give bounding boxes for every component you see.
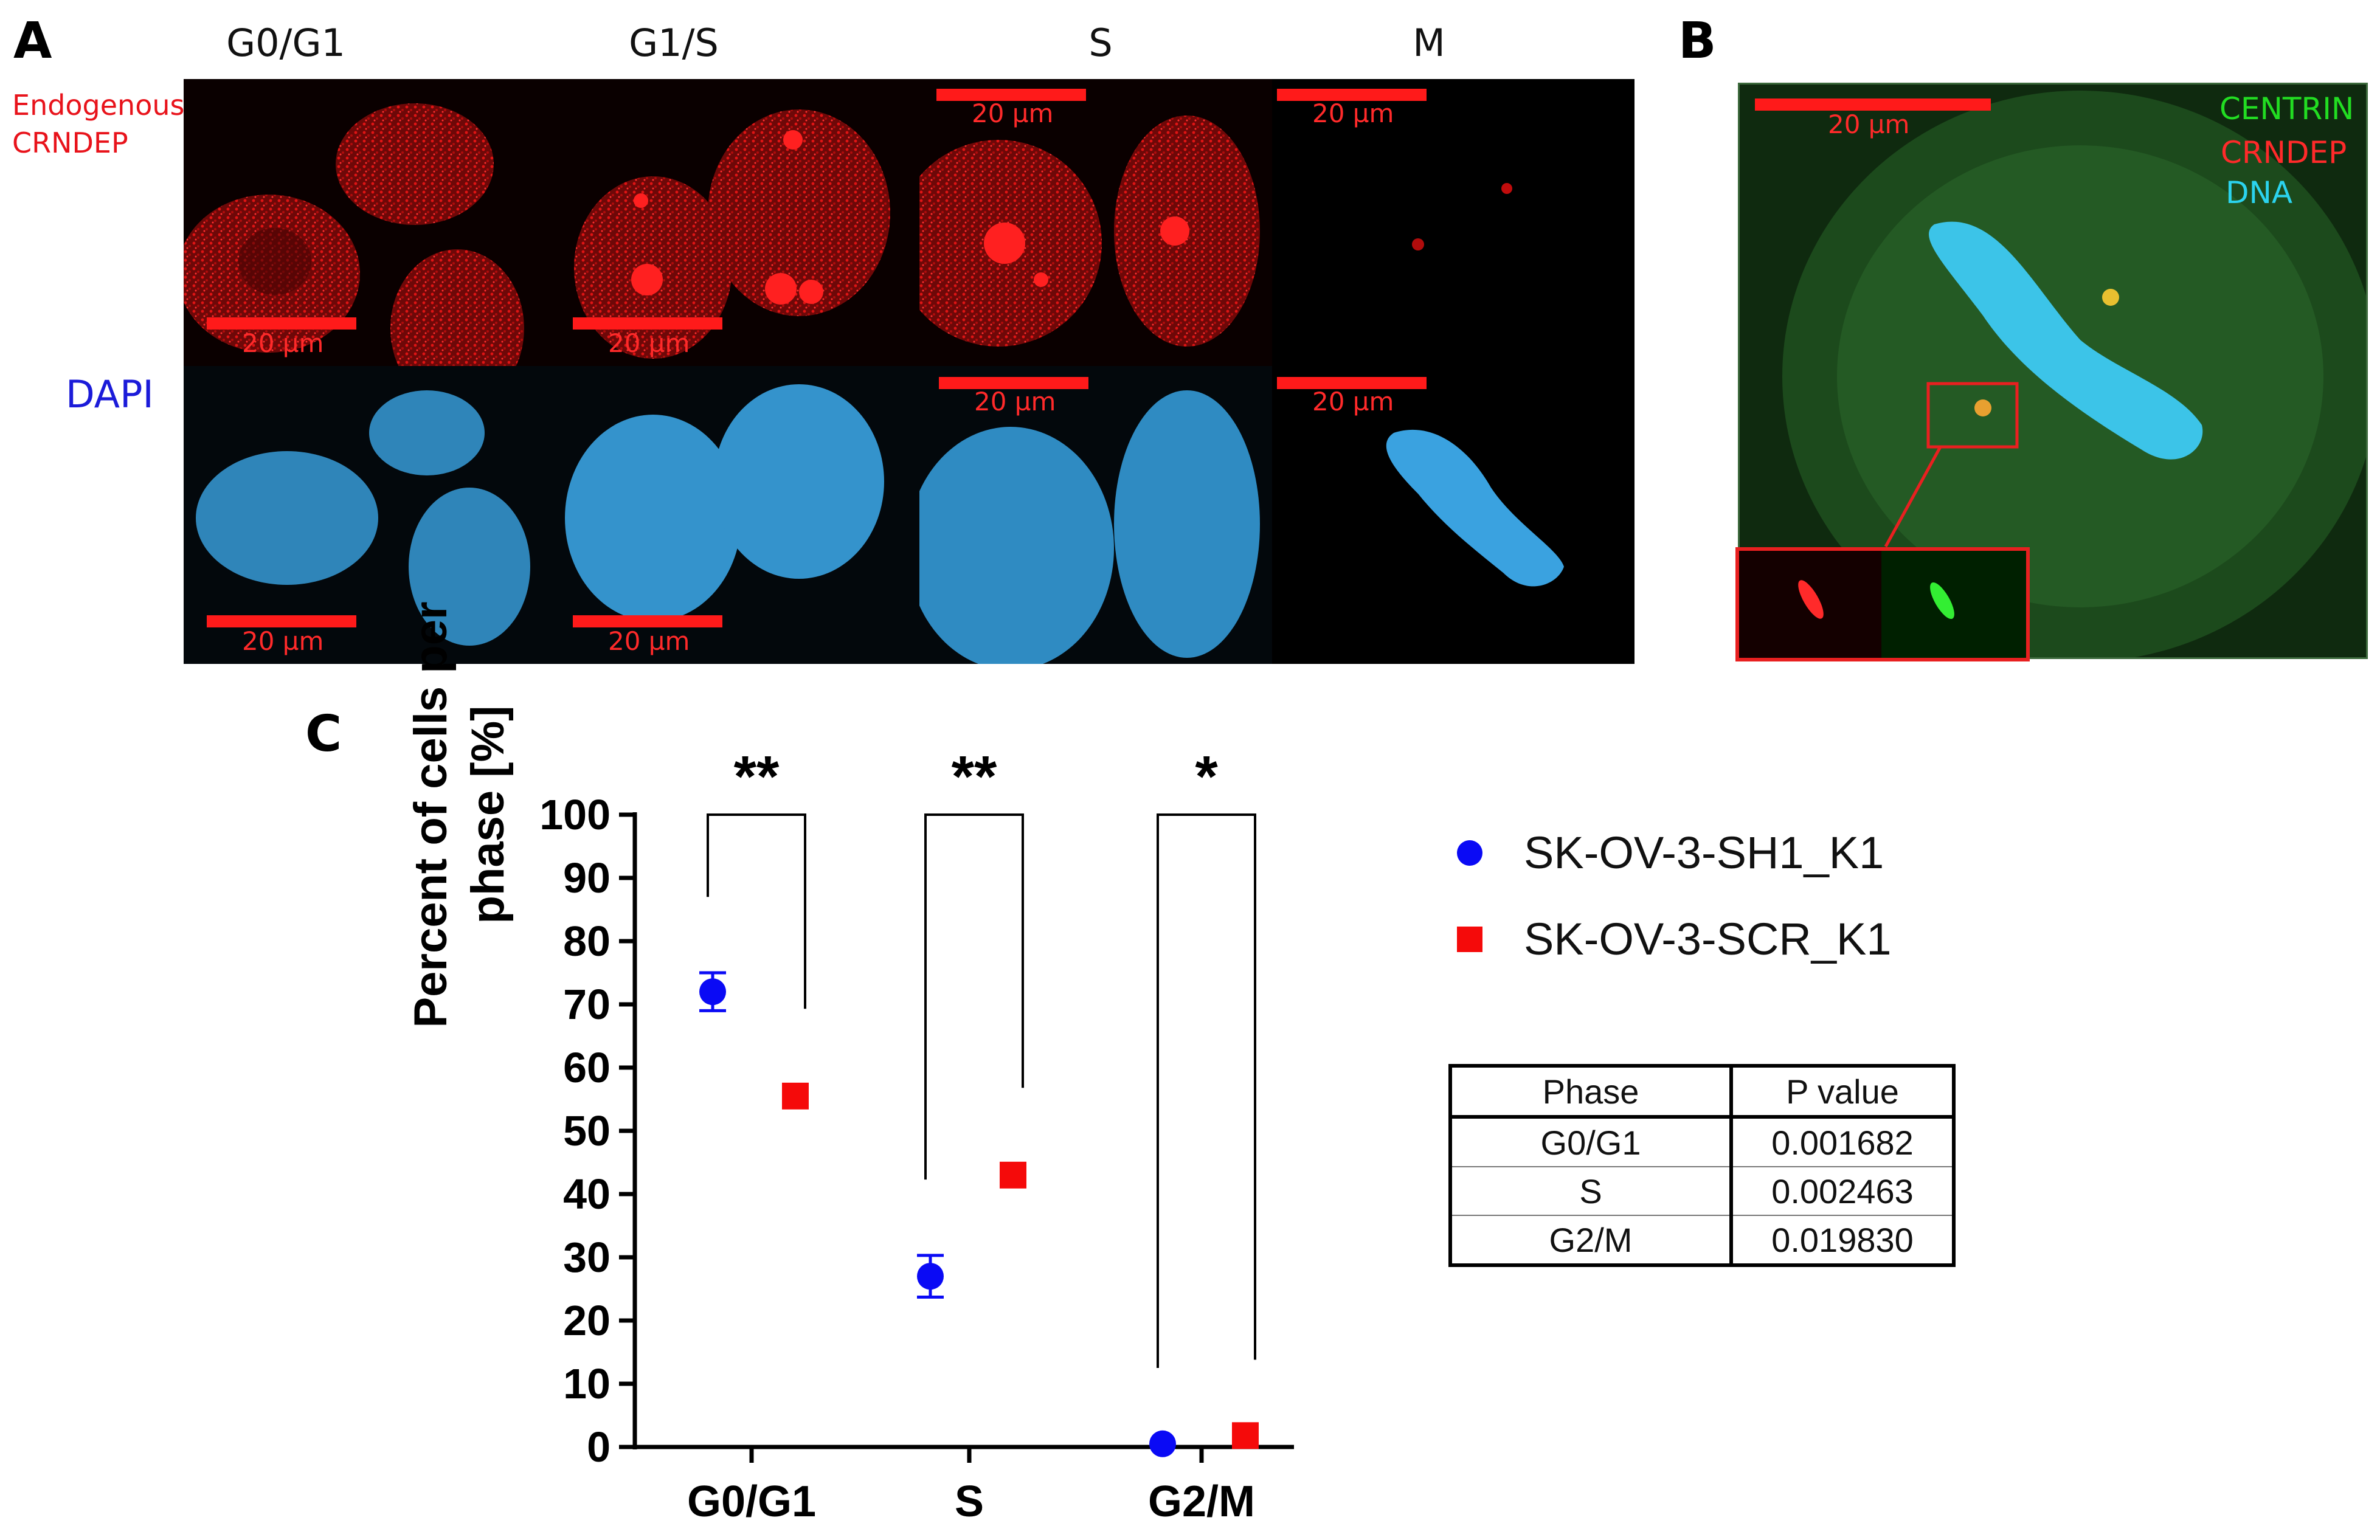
scale-bar-g1s-top	[573, 317, 722, 330]
crndep-s-cells	[919, 116, 1260, 347]
scale-label-g1s-top: 20 µm	[608, 328, 690, 358]
scale-label-g0g1-top: 20 µm	[242, 328, 324, 358]
y-tick-label: 30	[563, 1234, 611, 1281]
significance-bracket	[924, 813, 1024, 1180]
data-point-sh1	[917, 1263, 944, 1290]
significance-stars: *	[1195, 744, 1218, 809]
table-cell-p-value: 0.002463	[1729, 1166, 1956, 1216]
y-tick-label: 50	[563, 1107, 611, 1155]
scale-bar-g1s-bottom	[573, 615, 722, 627]
image-dapi-s	[919, 366, 1272, 664]
data-point-sh1	[1149, 1430, 1176, 1457]
column-header-m: M	[1413, 21, 1445, 65]
scale-bar-g0g1-top	[207, 317, 356, 330]
image-dapi-g1s	[556, 366, 919, 664]
crndep-g1s-cells	[574, 109, 890, 359]
scale-bar-s-bottom	[939, 377, 1088, 389]
row-label-endogenous-crndep: Endogenous CRNDEP	[12, 86, 184, 162]
row-label-dapi: DAPI	[66, 372, 154, 416]
y-tick-label: 0	[587, 1423, 611, 1471]
column-header-s: S	[1088, 21, 1113, 65]
channel-label-crndep: CRNDEP	[2221, 135, 2347, 170]
image-crndep-m	[1272, 79, 1635, 366]
row-label-line-2: CRNDEP	[12, 126, 128, 159]
image-crndep-s	[919, 79, 1272, 366]
table-cell-p-value: 0.001682	[1729, 1116, 1956, 1167]
y-tick-label: 100	[539, 791, 611, 838]
scale-label-g1s-bottom: 20 µm	[608, 626, 690, 656]
table-row: G0/G1 0.001682	[1448, 1116, 1956, 1167]
table-row: G2/M 0.019830	[1448, 1215, 1956, 1267]
inset-crndep	[1735, 547, 1881, 661]
scale-bar-m-top	[1277, 89, 1427, 101]
table-cell-phase: G0/G1	[1448, 1116, 1733, 1167]
y-tick-label: 90	[563, 854, 611, 902]
panel-b-letter: B	[1678, 12, 1717, 70]
legend-label-scr: SK-OV-3-SCR_K1	[1524, 914, 1892, 964]
significance-stars: **	[734, 744, 780, 809]
table-row: S 0.002463	[1448, 1166, 1956, 1216]
data-point-sh1	[699, 978, 726, 1006]
scale-label-m-bottom: 20 µm	[1312, 387, 1394, 416]
table-header-p-value: P value	[1729, 1064, 1956, 1119]
legend-label-sh1: SK-OV-3-SH1_K1	[1524, 827, 1884, 878]
panel-a-letter: A	[13, 12, 52, 70]
column-header-g0g1: G0/G1	[226, 21, 345, 65]
mitotic-cell-overlay	[1782, 91, 2366, 657]
image-dapi-g0g1	[184, 366, 556, 664]
table-header-row: Phase P value	[1448, 1064, 1956, 1119]
significance-bracket	[1157, 813, 1256, 1368]
scale-bar-g0g1-bottom	[207, 615, 356, 627]
table-cell-phase: S	[1448, 1166, 1733, 1216]
p-value-table: Phase P value G0/G1 0.001682 S 0.002463 …	[1448, 1064, 1956, 1267]
scale-label-s-top: 20 µm	[972, 98, 1054, 128]
inset-centrin-spot	[1930, 582, 1954, 620]
legend-marker-scr	[1457, 927, 1482, 952]
data-point-scr	[1000, 1161, 1026, 1189]
column-header-g1s: G1/S	[629, 21, 719, 65]
y-tick-label: 20	[563, 1297, 611, 1344]
y-tick-label: 10	[563, 1360, 611, 1407]
x-tick-label: S	[955, 1477, 984, 1526]
panel-c-letter: C	[305, 705, 342, 763]
table-cell-p-value: 0.019830	[1729, 1215, 1956, 1267]
table-cell-phase: G2/M	[1448, 1215, 1733, 1267]
scale-label-panel-b: 20 µm	[1828, 109, 1910, 139]
inset-centrin	[1881, 547, 2030, 661]
crndep-m-cells	[1412, 183, 1512, 250]
y-tick-label: 40	[563, 1170, 611, 1218]
scale-label-s-bottom: 20 µm	[974, 387, 1056, 416]
scale-bar-panel-b	[1755, 98, 1991, 111]
table-header-phase: Phase	[1448, 1064, 1733, 1119]
crndep-g0g1-cells	[184, 103, 524, 366]
x-tick-label: G0/G1	[687, 1477, 816, 1526]
legend-marker-sh1	[1457, 840, 1482, 866]
inset-crndep-spot	[1798, 580, 1824, 619]
scale-bar-s-top	[936, 89, 1086, 101]
significance-bracket	[707, 813, 806, 1009]
y-tick-label: 60	[563, 1044, 611, 1091]
dapi-s-nuclei	[919, 390, 1260, 664]
scale-label-g0g1-bottom: 20 µm	[242, 626, 324, 656]
channel-label-centrin: CENTRIN	[2219, 91, 2354, 126]
y-tick-label: 70	[563, 981, 611, 1028]
significance-stars: **	[952, 744, 997, 809]
x-tick-label: G2/M	[1148, 1477, 1255, 1526]
data-point-scr	[1232, 1422, 1259, 1449]
channel-label-dna: DNA	[2226, 175, 2293, 210]
dapi-g1s-nuclei	[565, 384, 884, 621]
data-point-scr	[782, 1082, 809, 1110]
image-dapi-m	[1272, 366, 1635, 664]
dapi-m-chromosomes	[1386, 429, 1564, 587]
y-tick-label: 80	[563, 917, 611, 965]
scale-label-m-top: 20 µm	[1312, 98, 1394, 128]
row-label-line-1: Endogenous	[12, 89, 185, 122]
dapi-g0g1-nuclei	[196, 390, 530, 646]
scale-bar-m-bottom	[1277, 377, 1427, 389]
